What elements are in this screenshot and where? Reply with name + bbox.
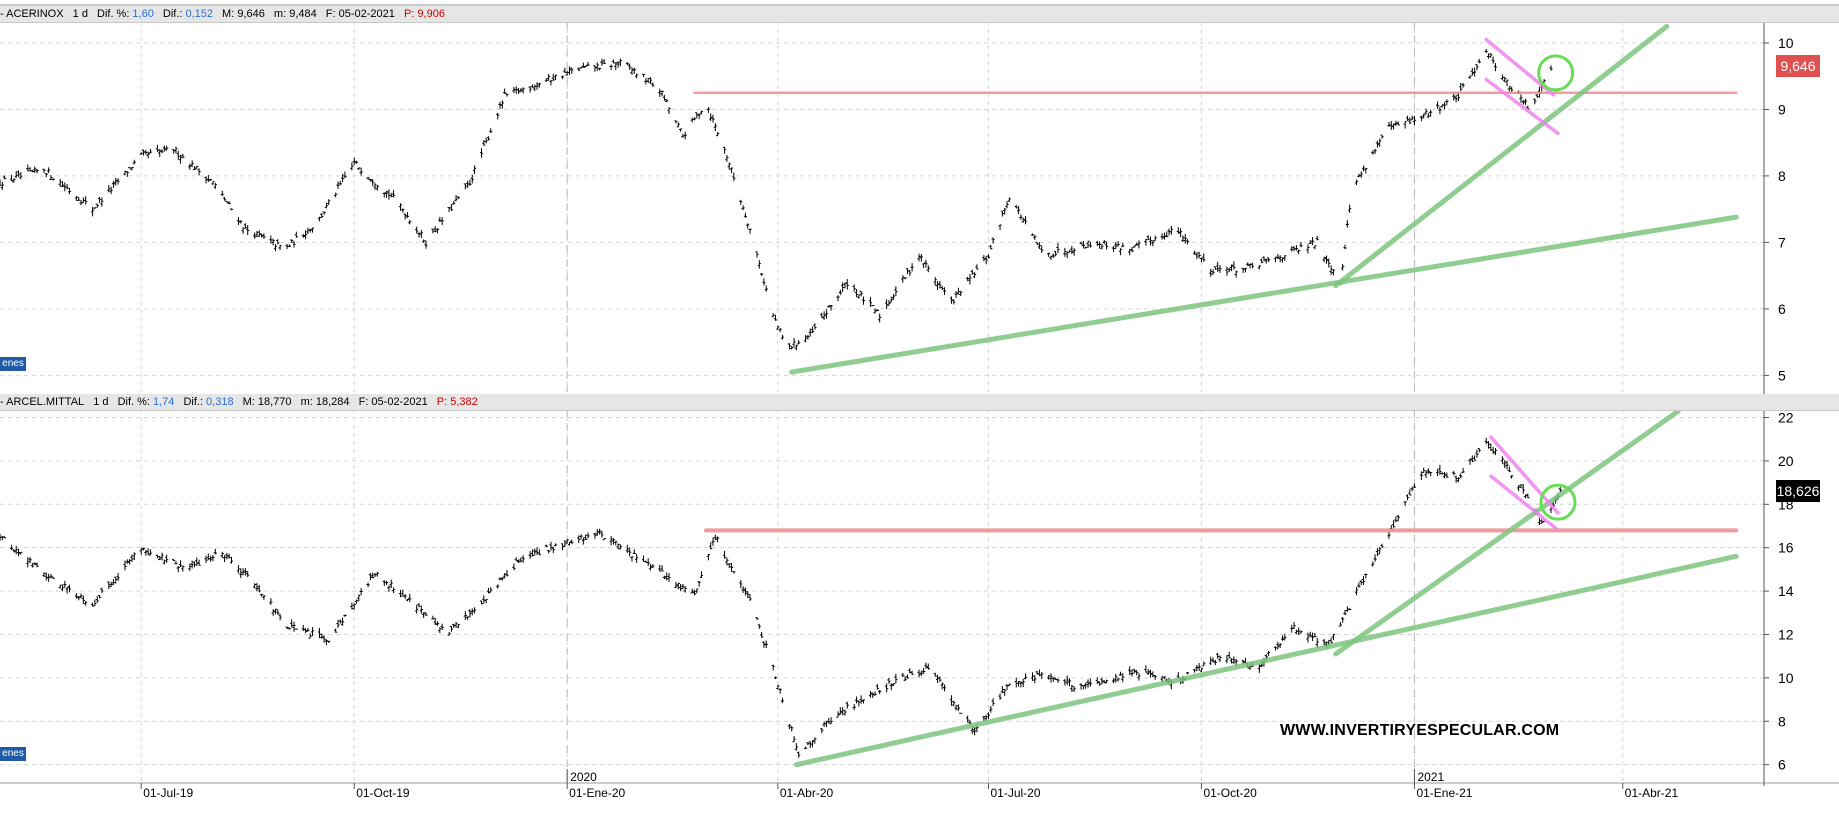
highlight-circle <box>1537 54 1575 92</box>
highlight-circle <box>1539 483 1577 521</box>
y-tick-label: 16 <box>1778 540 1794 556</box>
support-trendline <box>789 214 1739 375</box>
date-label: F: 05-02-2021 <box>325 8 395 20</box>
y-tick-label: 7 <box>1778 234 1786 250</box>
symbol-label: - ARCEL.MITTAL <box>0 396 85 408</box>
y-tick-label: 9 <box>1778 101 1786 117</box>
channel-line <box>1489 474 1558 530</box>
y-tick-label: 14 <box>1778 583 1794 599</box>
x-tick-label: 01-Oct-19 <box>356 786 410 800</box>
year-label: 2021 <box>1417 770 1444 784</box>
support-trendline <box>1333 408 1681 657</box>
p-label: P: 5,382 <box>436 396 478 408</box>
y-tick-label: 6 <box>1778 301 1786 317</box>
dif-label: Dif.: <box>183 396 204 408</box>
support-trendline <box>1333 23 1670 289</box>
x-tick-label: 01-Jul-19 <box>143 786 193 800</box>
last-price-badge: 9,646 <box>1776 55 1820 78</box>
interval-label: 1 d <box>72 8 88 20</box>
y-tick-label: 12 <box>1778 626 1794 642</box>
x-tick-label: 01-Oct-20 <box>1203 786 1257 800</box>
min-label: m: 18,284 <box>300 396 350 408</box>
y-tick-label: 20 <box>1778 453 1794 469</box>
x-tick-label: 01-Ene-20 <box>569 786 625 800</box>
last-price-badge: 18,626 <box>1776 479 1820 502</box>
x-tick-label: 01-Ene-21 <box>1416 786 1472 800</box>
year-label: 2020 <box>570 770 597 784</box>
panel-header-acerinox: - ACERINOX 1 d Dif. %: 1,60 Dif.: 0,152 M:… <box>0 6 1839 23</box>
date-label: F: 05-02-2021 <box>358 396 428 408</box>
channel-line <box>1484 37 1556 97</box>
y-tick-label: 8 <box>1778 168 1786 184</box>
interval-label: 1 d <box>93 396 109 408</box>
dif-pct-label: Dif. %: <box>117 396 150 408</box>
dif-pct-label: Dif. %: <box>97 8 130 20</box>
channel-line <box>1489 435 1560 515</box>
dif-pct-value: 1,74 <box>152 396 175 408</box>
dif-label: Dif.: <box>162 8 183 20</box>
chart-panel-0: 5 6 7 8 9 10 <box>0 19 1794 396</box>
max-label: M: 9,646 <box>222 8 265 20</box>
y-tick-label: 6 <box>1778 757 1786 773</box>
y-tick-label: 22 <box>1778 410 1794 426</box>
x-tick-label: 01-Jul-20 <box>990 786 1040 800</box>
dif-value: 0,318 <box>206 396 234 408</box>
panel-tag[interactable]: enes <box>0 747 26 761</box>
panel-header-arcelormittal: - ARCEL.MITTAL 1 d Dif. %: 1,74 Dif.: 0,31… <box>0 394 1839 411</box>
min-label: m: 9,484 <box>273 8 317 20</box>
y-tick-label: 8 <box>1778 713 1786 729</box>
symbol-label: - ACERINOX <box>0 8 64 20</box>
dif-value: 0,152 <box>185 8 213 20</box>
y-tick-label: 10 <box>1778 670 1794 686</box>
channel-line <box>1484 77 1560 136</box>
p-label: P: 9,906 <box>403 8 445 20</box>
dif-pct-value: 1,60 <box>132 8 154 20</box>
x-tick-label: 01-Abr-21 <box>1625 786 1679 800</box>
y-tick-label: 5 <box>1778 367 1786 383</box>
y-tick-label: 10 <box>1778 35 1794 51</box>
panel-tag[interactable]: enes <box>0 357 26 371</box>
x-tick-label: 01-Abr-20 <box>780 786 834 800</box>
support-trendline <box>793 553 1739 768</box>
watermark: WWW.INVERTIRYESPECULAR.COM <box>1280 722 1560 739</box>
max-label: M: 18,770 <box>242 396 292 408</box>
